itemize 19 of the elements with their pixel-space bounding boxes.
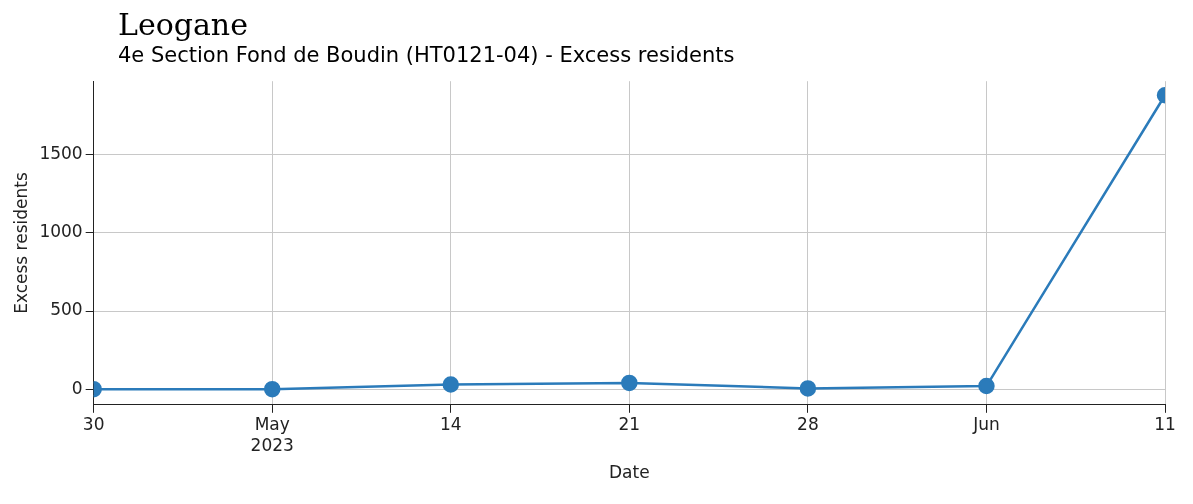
point bbox=[799, 380, 817, 397]
y-tick-label: 1500 bbox=[39, 143, 83, 164]
x-tick-label: 28 bbox=[797, 414, 819, 435]
y-tick-label: 0 bbox=[71, 377, 83, 398]
chart-subtitle: 4e Section Fond de Boudin (HT0121-04) - Excess residents bbox=[118, 42, 736, 68]
point bbox=[442, 376, 460, 393]
y-axis-title: Excess residents bbox=[10, 172, 31, 314]
x-tick-label: 14 bbox=[439, 414, 462, 435]
y-tick-label: 500 bbox=[50, 299, 83, 320]
point bbox=[621, 374, 638, 392]
x-tick-label: Jun bbox=[972, 414, 1000, 435]
x-tick-label: May 2023 bbox=[250, 414, 294, 455]
x-tick-label: 11 bbox=[1154, 414, 1176, 435]
point bbox=[978, 377, 995, 395]
x-tick-label: 21 bbox=[618, 414, 641, 435]
x-tick-label: 30 bbox=[82, 414, 105, 435]
x-axis-title: Date bbox=[609, 462, 650, 483]
y-tick-label: 1000 bbox=[39, 221, 83, 242]
chart-title: Leogane bbox=[118, 7, 249, 42]
